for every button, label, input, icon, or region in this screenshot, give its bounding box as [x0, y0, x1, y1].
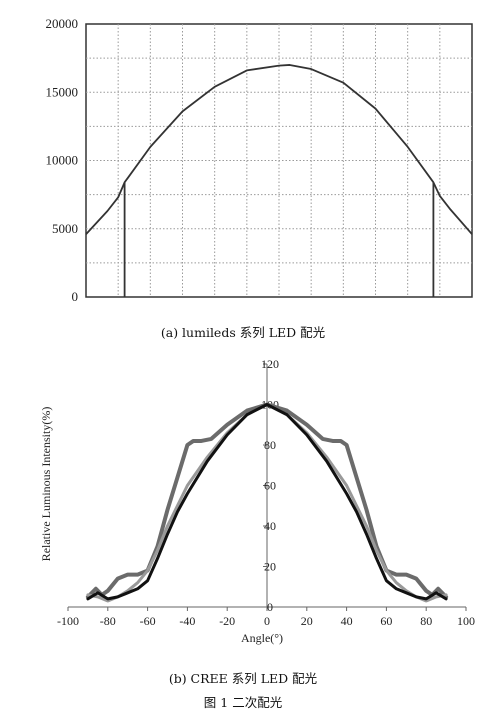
chart-b: -100 -80 -60 -40 -20 0 20 40 60 80 100020406080100… — [39, 357, 475, 645]
chart-b-x-tick-label: -100 — [57, 614, 79, 628]
chart-b-x-tick-label: 20 — [301, 614, 313, 628]
chart-b-y-axis-label: Relative Luminous Intensity(%) — [39, 407, 53, 562]
chart-b-x-tick-label: 80 — [420, 614, 432, 628]
chart-b-series-line — [86, 403, 448, 601]
chart-a-lines — [85, 64, 473, 297]
chart-b-ticks: -100 -80 -60 -40 -20 0 20 40 60 80 100020406080100… — [57, 357, 475, 628]
chart-b-y-tick-label: 60 — [264, 479, 276, 493]
chart-b-x-tick-label: -80 — [100, 614, 116, 628]
caption-a: (a) lumileds 系列 LED 配光 — [160, 325, 326, 340]
chart-a-y-tick-label: 15000 — [46, 84, 79, 99]
chart-b-x-tick-label: 0 — [264, 614, 270, 628]
chart-a-curve — [85, 64, 473, 235]
chart-b-x-tick-label: 40 — [341, 614, 353, 628]
chart-a-y-tick-label: 0 — [72, 289, 79, 304]
chart-b-y-tick-label: 40 — [264, 519, 276, 533]
chart-b-y-tick-label: 80 — [264, 438, 276, 452]
chart-b-x-tick-label: -60 — [140, 614, 156, 628]
chart-b-y-tick-label: 20 — [264, 560, 276, 574]
caption-figure: 图 1 二次配光 — [203, 695, 283, 710]
chart-a-grid — [86, 24, 472, 297]
chart-b-x-tick-label: -40 — [179, 614, 195, 628]
chart-a-y-tick-label: 20000 — [46, 16, 79, 31]
chart-b-x-tick-label: 100 — [457, 614, 475, 628]
chart-b-x-tick-label: 60 — [380, 614, 392, 628]
chart-b-y-tick-label: 0 — [267, 600, 273, 614]
caption-b: (b) CREE 系列 LED 配光 — [168, 671, 318, 686]
chart-b-y-tick-label: 120 — [261, 357, 279, 371]
chart-a-y-ticks: 0 5000 10000 15000 20000 — [46, 16, 79, 304]
chart-b-series — [85, 402, 449, 603]
chart-a: 0 5000 10000 15000 20000 — [46, 16, 473, 304]
chart-a-y-tick-label: 10000 — [46, 153, 79, 168]
chart-a-y-tick-label: 5000 — [52, 221, 78, 236]
chart-b-x-tick-label: -20 — [219, 614, 235, 628]
chart-b-x-axis-label: Angle(°) — [241, 631, 283, 645]
